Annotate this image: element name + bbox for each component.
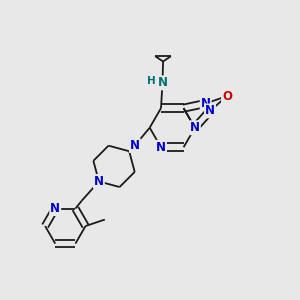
Text: H: H: [147, 76, 156, 85]
Text: N: N: [205, 104, 215, 117]
Text: N: N: [201, 97, 211, 110]
Text: N: N: [130, 139, 140, 152]
Text: N: N: [156, 141, 166, 154]
Text: N: N: [158, 76, 167, 89]
Text: O: O: [222, 90, 232, 103]
Text: N: N: [50, 202, 60, 215]
Text: N: N: [94, 175, 104, 188]
Text: N: N: [190, 121, 200, 134]
